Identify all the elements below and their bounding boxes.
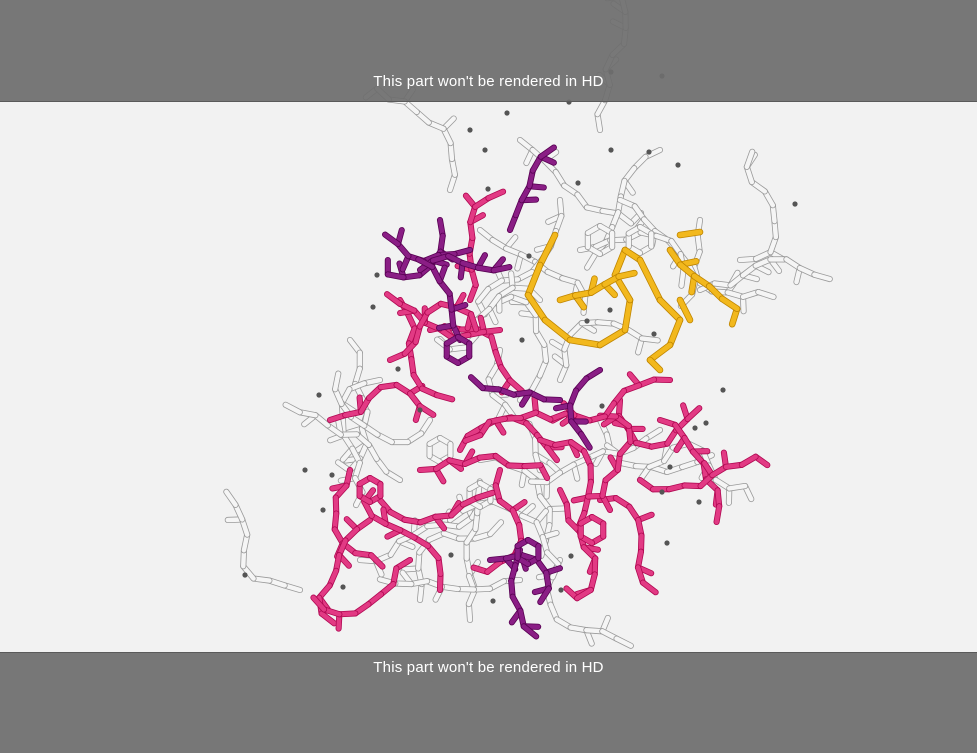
top-hd-overlay: This part won't be rendered in HD — [0, 0, 977, 102]
purple-region-sticks — [382, 144, 604, 640]
bottom-hd-overlay: This part won't be rendered in HD — [0, 652, 977, 753]
water-molecules — [242, 69, 798, 604]
magenta-region-sticks — [310, 188, 771, 632]
bottom-hd-notice: This part won't be rendered in HD — [373, 659, 604, 676]
gold-ligand-sticks — [524, 228, 741, 374]
top-hd-notice: This part won't be rendered in HD — [373, 73, 604, 90]
